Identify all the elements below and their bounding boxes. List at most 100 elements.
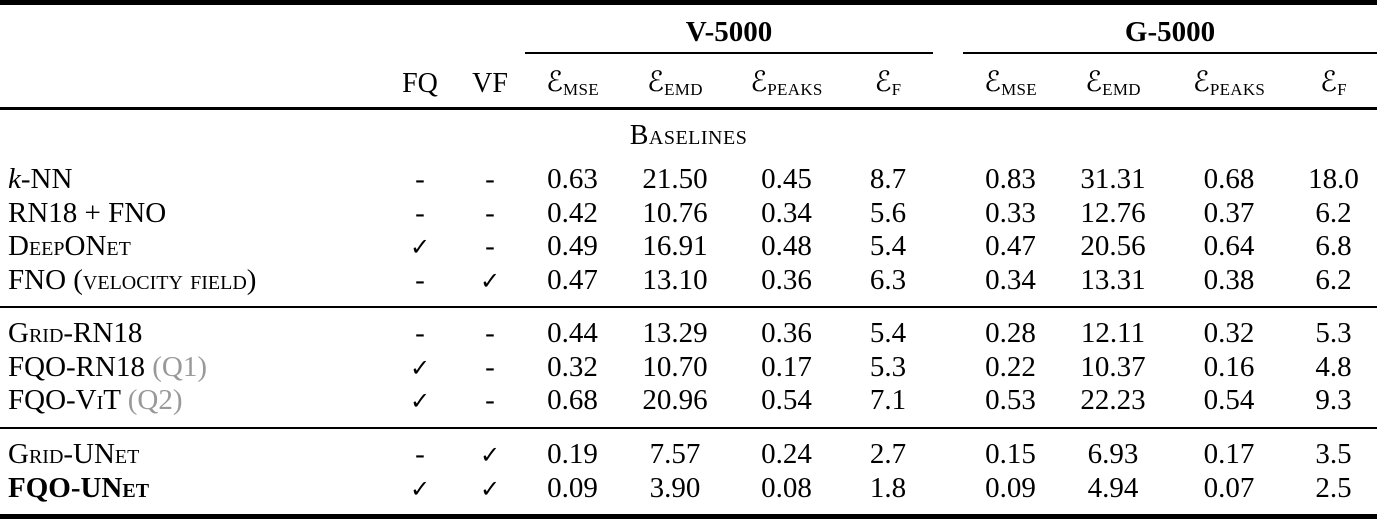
vf-cell: ✓ xyxy=(455,263,525,306)
script-e-symbol: ℰ xyxy=(647,65,665,98)
dash-mark: - xyxy=(415,163,425,196)
fq-cell: ✓ xyxy=(385,351,455,384)
method-label-part: RN18 + FNO xyxy=(8,196,167,229)
g5000-value-3: 2.5 xyxy=(1315,471,1352,504)
fq-cell: - xyxy=(385,163,455,196)
fq-cell: ✓ xyxy=(385,471,455,514)
dash-mark: - xyxy=(485,229,495,262)
v5000-value-2: 0.36 xyxy=(730,305,843,351)
v5000-value-2: 0.36 xyxy=(761,263,812,296)
method-label-part: FQO-RN18 xyxy=(8,350,153,383)
column-header-fq: FQ xyxy=(385,54,455,110)
header-spacer xyxy=(0,54,385,110)
g5000-value-1: 13.31 xyxy=(1080,263,1146,296)
group-header-row: V-5000 G-5000 xyxy=(0,5,1377,54)
v5000-value-1: 20.96 xyxy=(642,384,708,417)
dash-mark: - xyxy=(485,384,495,417)
metric-subscript: F xyxy=(1337,80,1347,99)
group-gap xyxy=(933,426,964,472)
v5000-value-0: 0.19 xyxy=(525,426,620,472)
method-label-part: FQO-ViT xyxy=(8,384,128,417)
vf-cell: - xyxy=(455,305,525,351)
group-label: V-5000 xyxy=(685,16,773,48)
g5000-value-3: 6.8 xyxy=(1315,229,1352,262)
metric-subscript: EMD xyxy=(1102,80,1141,99)
g5000-value-0: 0.47 xyxy=(985,229,1036,262)
script-e-symbol: ℰ xyxy=(984,65,1002,98)
table-row: Grid-RN18- -0.44 13.29 0.36 5.4 0.28 12.11 0.32… xyxy=(0,305,1377,351)
method-label: Grid-RN18 xyxy=(0,305,385,351)
g5000-value-1: 31.31 xyxy=(1080,163,1146,196)
method-label: k-NN xyxy=(0,163,385,196)
group-gap xyxy=(933,305,964,351)
metric-subscript: PEAKS xyxy=(767,80,823,99)
table-row: FNO (velocity field) - ✓ 0.47 13.10 0.36 6.3 0.… xyxy=(0,263,1377,306)
method-label: DeepONet xyxy=(0,230,385,263)
script-e-symbol: ℰ xyxy=(546,65,564,98)
v5000-value-2: 0.08 xyxy=(761,471,812,504)
g5000-value-3: 6.2 xyxy=(1315,263,1352,296)
method-label: RN18 + FNO xyxy=(0,196,385,229)
method-label: FQO-ViT (Q2) xyxy=(0,384,385,427)
metric-subscript: MSE xyxy=(1001,80,1037,99)
method-label-part: FNO (velocity field) xyxy=(8,263,257,296)
group-header-v5000: V-5000 xyxy=(525,5,934,54)
v5000-value-3: 5.6 xyxy=(869,196,907,229)
g5000-value-2: 0.16 xyxy=(1203,350,1255,383)
fq-cell: - xyxy=(385,426,455,472)
fq-cell: ✓ xyxy=(385,230,455,263)
method-label-part: Grid-RN18 xyxy=(8,317,143,350)
method-label: FQO-UNet xyxy=(0,471,385,514)
g5000-value-0: 0.53 xyxy=(985,384,1036,417)
table-row: FQO-RN18 (Q1) ✓ - 0.32 10.70 0.17 5.3 0.22 10.37… xyxy=(0,351,1377,384)
section-title-row: Baselines xyxy=(0,110,1377,163)
v5000-value-1: 7.57 xyxy=(620,426,730,472)
script-e-symbol: ℰ xyxy=(1320,65,1338,98)
v5000-value-1: 13.10 xyxy=(642,263,708,296)
column-header-v-emd: ℰEMD xyxy=(620,54,730,110)
g5000-value-1: 10.37 xyxy=(1080,350,1146,383)
v5000-value-0: 0.63 xyxy=(547,163,598,196)
g5000-value-0: 0.09 xyxy=(985,471,1036,504)
dash-mark: - xyxy=(485,163,495,196)
check-icon: ✓ xyxy=(479,440,501,469)
dash-mark: - xyxy=(415,437,425,470)
check-icon: ✓ xyxy=(409,474,431,503)
g5000-value-3: 4.8 xyxy=(1315,350,1352,383)
v5000-value-3: 7.1 xyxy=(869,384,907,417)
v5000-value-3: 6.3 xyxy=(869,263,907,296)
v5000-value-0: 0.09 xyxy=(547,471,598,504)
script-e-symbol: ℰ xyxy=(1085,65,1103,98)
v5000-value-1: 21.50 xyxy=(642,163,708,196)
v5000-value-1: 16.91 xyxy=(642,229,708,262)
metric-subscript: MSE xyxy=(563,80,599,99)
method-label: FQO-RN18 (Q1) xyxy=(0,351,385,384)
v5000-value-3: 1.8 xyxy=(869,471,907,504)
script-e-symbol: ℰ xyxy=(750,65,768,98)
dash-mark: - xyxy=(415,317,425,350)
g5000-value-0: 0.28 xyxy=(963,305,1059,351)
group-gap xyxy=(933,471,963,514)
vf-cell: - xyxy=(455,351,525,384)
column-header-v-mse: ℰMSE xyxy=(525,54,620,110)
table-row: k-NN - -0.63 21.50 0.45 8.7 0.83 31.31 0.68 18.0 xyxy=(0,163,1377,196)
g5000-value-3: 9.3 xyxy=(1315,384,1352,417)
g5000-value-1: 22.23 xyxy=(1080,384,1146,417)
group-header-g5000: G-5000 xyxy=(963,5,1377,54)
v5000-value-0: 0.68 xyxy=(547,384,598,417)
g5000-value-2: 0.07 xyxy=(1203,471,1255,504)
v5000-value-1: 10.70 xyxy=(642,350,708,383)
group-gap xyxy=(933,230,963,263)
group-gap xyxy=(933,54,964,110)
column-header-vf: VF xyxy=(455,54,525,110)
v5000-value-3: 8.7 xyxy=(869,163,907,196)
g5000-value-0: 0.22 xyxy=(985,350,1036,383)
v5000-value-3: 5.3 xyxy=(869,350,907,383)
check-icon: ✓ xyxy=(409,353,431,382)
g5000-value-3: 3.5 xyxy=(1290,426,1377,472)
metric-subscript: PEAKS xyxy=(1209,80,1266,99)
g5000-value-2: 0.37 xyxy=(1203,196,1255,229)
group-label: G-5000 xyxy=(1124,16,1216,48)
v5000-value-2: 0.54 xyxy=(761,384,812,417)
